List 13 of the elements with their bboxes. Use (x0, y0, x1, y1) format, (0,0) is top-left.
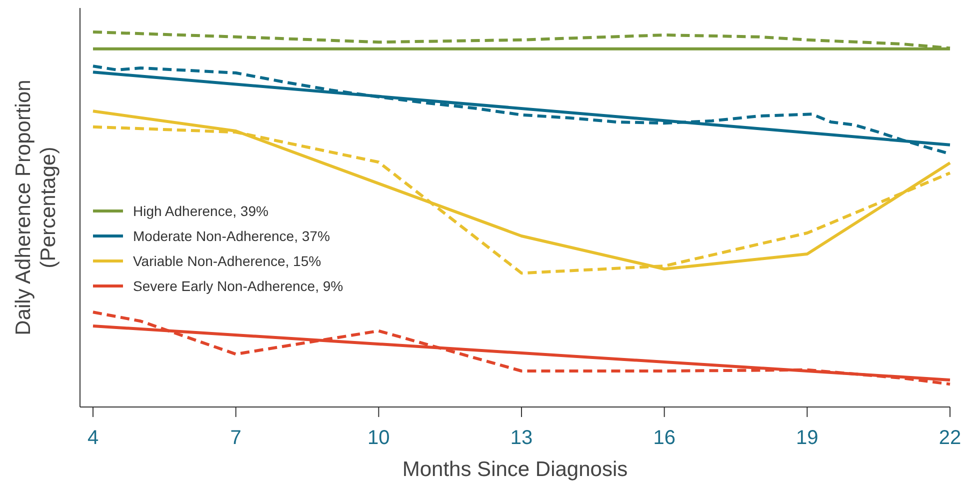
y-axis-title: Daily Adherence Proportion (Percentage) (12, 80, 60, 336)
legend-label: Moderate Non-Adherence, 37% (133, 228, 330, 244)
x-axis-title: Months Since Diagnosis (402, 458, 628, 481)
legend-label: High Adherence, 39% (133, 202, 268, 219)
x-tick-label: 22 (938, 427, 962, 449)
x-tick-label: 7 (230, 427, 242, 449)
x-tick-label: 4 (87, 427, 99, 449)
x-tick-label: 10 (368, 427, 390, 449)
legend-label: Variable Non-Adherence, 15% (133, 252, 322, 269)
x-tick-label: 19 (796, 427, 818, 449)
legend-label: Severe Early Non-Adherence, 9% (133, 278, 344, 294)
x-tick-label: 13 (510, 427, 533, 449)
x-tick-label: 16 (653, 427, 676, 449)
